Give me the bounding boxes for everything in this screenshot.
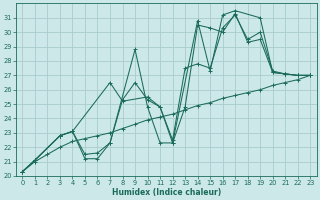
- X-axis label: Humidex (Indice chaleur): Humidex (Indice chaleur): [112, 188, 221, 197]
